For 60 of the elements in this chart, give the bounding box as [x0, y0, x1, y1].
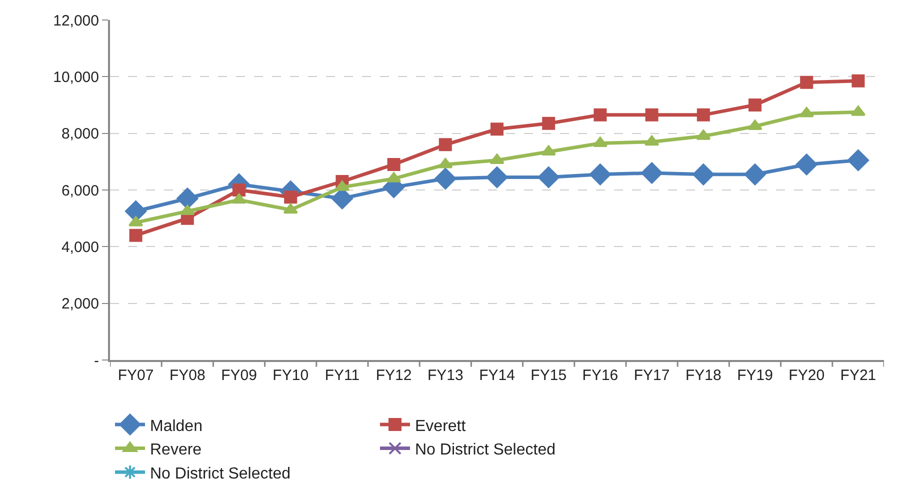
point	[696, 108, 710, 122]
x-tick-label: FY12	[376, 367, 412, 384]
point	[589, 164, 611, 186]
x-tick-label: FY08	[169, 367, 206, 384]
point	[438, 158, 453, 168]
x-tick-label: FY21	[840, 367, 876, 384]
point	[232, 193, 246, 204]
point	[594, 108, 607, 122]
x-tick-label: FY20	[788, 367, 825, 384]
point	[129, 228, 142, 242]
legend-label: Malden	[150, 418, 202, 435]
y-tick-label: 8,000	[61, 126, 99, 143]
point	[538, 166, 560, 188]
legend-label: No District Selected	[150, 465, 290, 482]
point	[232, 184, 246, 196]
point	[800, 76, 814, 89]
point	[696, 130, 711, 140]
legend-label: Everett	[415, 418, 466, 435]
point	[748, 120, 762, 130]
point	[748, 98, 762, 112]
point	[644, 135, 660, 146]
y-tick-label: 2,000	[61, 296, 99, 313]
x-tick-label: FY13	[427, 367, 464, 384]
x-tick-label: FY15	[530, 367, 567, 384]
legend-label: No District Selected	[415, 442, 556, 459]
y-tick-label: 12,000	[53, 12, 99, 30]
point	[852, 74, 865, 88]
point	[799, 107, 814, 118]
x-tick-label: FY19	[737, 367, 773, 384]
point	[744, 164, 766, 186]
point	[438, 138, 452, 152]
y-tick-label: 10,000	[53, 68, 99, 86]
point	[490, 154, 504, 164]
x-tick-label: FY18	[685, 367, 722, 384]
x-tick-label: FY09	[221, 367, 257, 384]
point	[176, 188, 198, 210]
x-tick-label: FY07	[118, 367, 154, 384]
point	[180, 204, 195, 215]
point	[641, 162, 663, 184]
point	[847, 150, 869, 171]
point	[284, 190, 298, 204]
point	[486, 166, 508, 188]
y-tick-label: 6,000	[61, 182, 99, 200]
x-tick-label: FY14	[479, 367, 515, 384]
y-tick-label: -	[94, 352, 99, 370]
point	[434, 168, 456, 190]
x-tick-label: FY11	[324, 367, 360, 384]
x-tick-label: FY17	[634, 367, 670, 384]
legend-label: Revere	[150, 442, 202, 459]
point	[283, 203, 298, 214]
point	[387, 158, 400, 171]
point	[542, 116, 556, 130]
y-tick-label: 4,000	[61, 238, 99, 256]
point	[645, 108, 658, 122]
point	[692, 164, 714, 186]
point	[490, 122, 504, 136]
point	[541, 145, 556, 156]
x-tick-label: FY16	[582, 367, 618, 384]
point	[796, 154, 818, 176]
x-tick-label: FY10	[272, 367, 309, 384]
